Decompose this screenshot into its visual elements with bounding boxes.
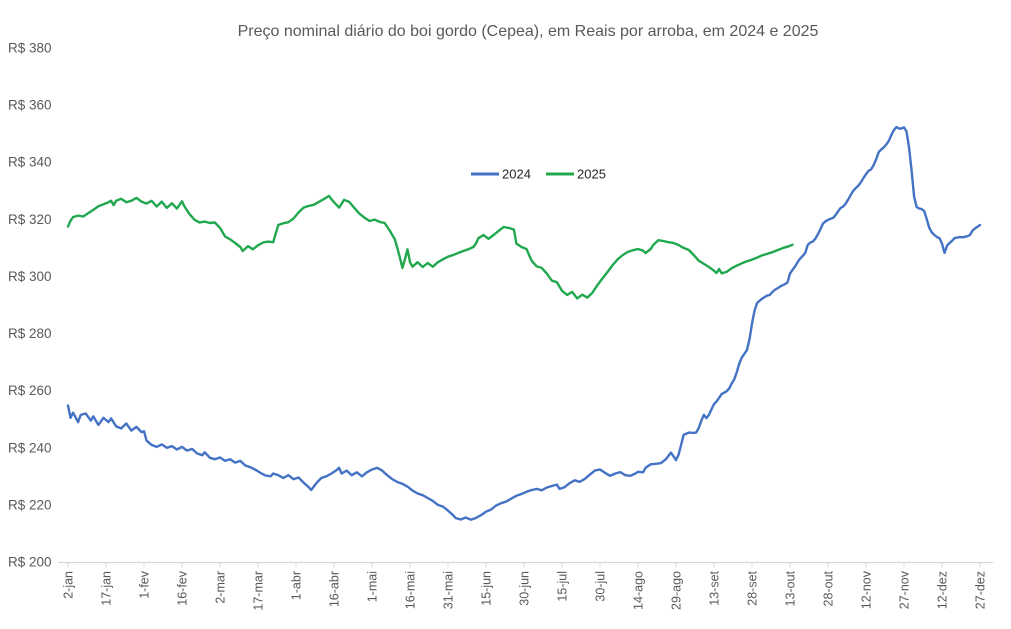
y-tick-label: R$ 300 bbox=[8, 269, 52, 284]
legend-label-2025: 2025 bbox=[577, 167, 606, 182]
y-tick-label: R$ 220 bbox=[8, 497, 52, 512]
x-tick-label: 14-ago bbox=[632, 571, 646, 610]
y-axis: R$ 380 R$ 360 R$ 340 R$ 320 R$ 300 R$ 280 R$ 2… bbox=[8, 41, 52, 570]
x-tick-label: 16-abr bbox=[328, 571, 342, 607]
x-tick-label: 2-jan bbox=[62, 571, 76, 599]
x-axis: 2-jan 17-jan 1-fev 16-fev 2-mar 17-mar 1-abr 16… bbox=[58, 561, 993, 611]
x-tick-label: 30-jun bbox=[518, 571, 532, 606]
y-tick-label: R$ 360 bbox=[8, 98, 52, 113]
x-tick-label: 12-nov bbox=[860, 570, 874, 609]
x-tick-label: 1-abr bbox=[290, 571, 304, 600]
y-tick-label: R$ 380 bbox=[8, 41, 52, 56]
series-lines bbox=[66, 125, 982, 521]
x-tick-label: 15-jun bbox=[480, 571, 494, 606]
x-tick-label: 27-dez bbox=[974, 571, 988, 609]
legend: 2024 2025 bbox=[471, 167, 606, 182]
x-tick-label: 31-mai bbox=[442, 571, 456, 609]
x-tick-label: 28-set bbox=[746, 570, 760, 605]
x-tick-label: 16-mai bbox=[404, 571, 418, 609]
chart-title: Preço nominal diário do boi gordo (Cepea… bbox=[238, 23, 819, 40]
x-tick-label: 13-out bbox=[784, 570, 798, 606]
x-tick-label: 2-mar bbox=[214, 571, 228, 604]
y-tick-label: R$ 200 bbox=[8, 555, 52, 570]
x-tick-label: 17-mar bbox=[252, 571, 266, 611]
y-tick-label: R$ 240 bbox=[8, 440, 52, 455]
y-tick-label: R$ 260 bbox=[8, 383, 52, 398]
x-tick-label: 29-ago bbox=[670, 571, 684, 610]
x-tick-label: 28-out bbox=[822, 570, 836, 606]
y-tick-label: R$ 320 bbox=[8, 212, 52, 227]
x-tick-label: 1-fev bbox=[138, 570, 152, 599]
x-tick-label: 30-jul bbox=[594, 571, 608, 602]
legend-item-2025: 2025 bbox=[546, 167, 606, 182]
y-tick-label: R$ 340 bbox=[8, 155, 52, 170]
x-tick-label: 27-nov bbox=[898, 570, 912, 609]
y-tick-label: R$ 280 bbox=[8, 326, 52, 341]
x-tick-label: 1-mai bbox=[366, 571, 380, 602]
legend-label-2024: 2024 bbox=[502, 167, 531, 182]
x-tick-label: 15-jul bbox=[556, 571, 570, 602]
x-tick-label: 17-jan bbox=[100, 571, 114, 606]
legend-item-2024: 2024 bbox=[471, 167, 531, 182]
series-line-2024 bbox=[66, 125, 982, 521]
x-tick-label: 12-dez bbox=[936, 571, 950, 609]
series-line-2025 bbox=[66, 194, 794, 300]
x-tick-label: 16-fev bbox=[176, 570, 190, 605]
x-tick-label: 13-set bbox=[708, 570, 722, 605]
